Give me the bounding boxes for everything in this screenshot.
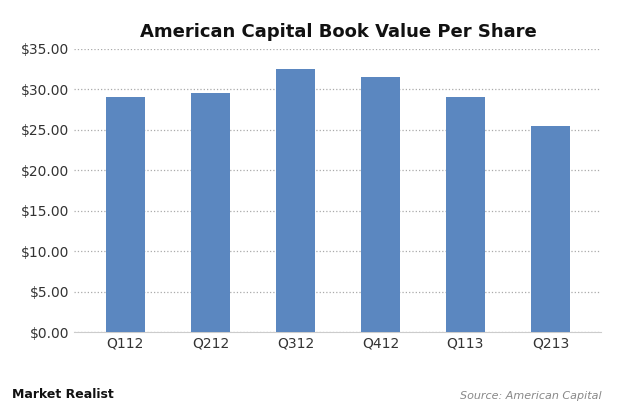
Text: Market Realist: Market Realist [12, 388, 114, 401]
Bar [361, 77, 399, 332]
Bar [446, 97, 484, 332]
Bar [192, 93, 229, 332]
Bar [277, 69, 314, 332]
Text: Source: American Capital: Source: American Capital [460, 391, 601, 401]
Bar [531, 126, 570, 332]
Title: American Capital Book Value Per Share: American Capital Book Value Per Share [140, 23, 536, 41]
Bar [106, 97, 144, 332]
